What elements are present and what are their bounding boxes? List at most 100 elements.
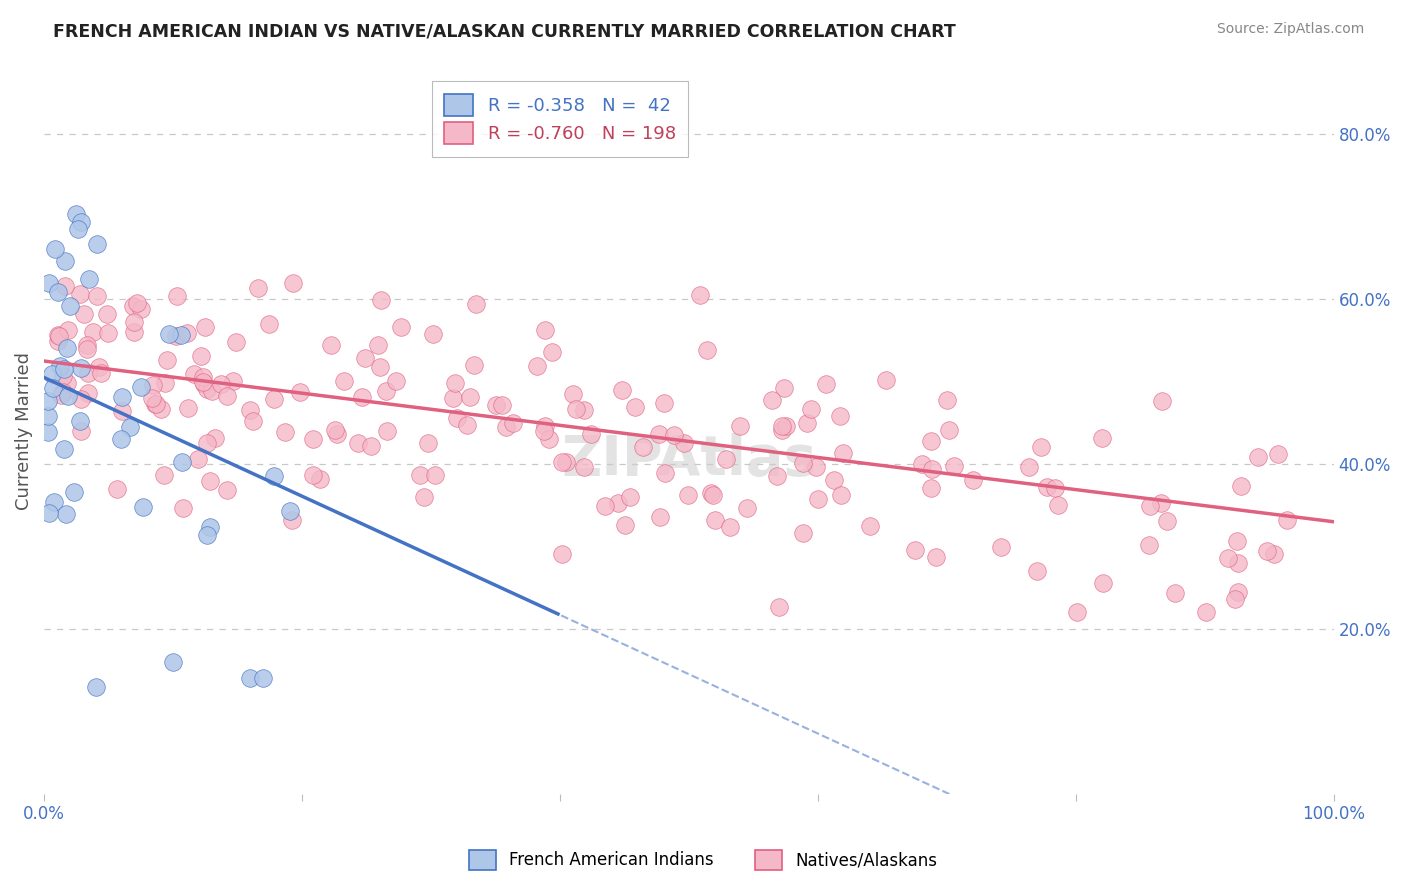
Point: [195, 528, 218, 542]
Point: [239, 671, 262, 685]
Point: [828, 409, 851, 423]
Point: [526, 359, 548, 373]
Point: [491, 398, 513, 412]
Point: [162, 655, 184, 669]
Point: [1139, 538, 1161, 552]
Point: [69, 287, 91, 301]
Point: [76, 366, 98, 380]
Point: [700, 485, 723, 500]
Point: [67, 221, 90, 235]
Point: [807, 491, 830, 506]
Point: [201, 384, 224, 399]
Point: [921, 462, 943, 476]
Point: [69, 360, 91, 375]
Point: [120, 419, 142, 434]
Point: [90, 366, 112, 380]
Point: [652, 396, 675, 410]
Point: [176, 326, 198, 341]
Point: [143, 397, 166, 411]
Point: [631, 440, 654, 454]
Point: [77, 272, 100, 286]
Point: [1226, 556, 1249, 570]
Point: [41, 381, 63, 395]
Point: [1091, 431, 1114, 445]
Point: [278, 503, 301, 517]
Point: [463, 358, 485, 372]
Point: [1229, 479, 1251, 493]
Point: [53, 254, 76, 268]
Point: [761, 392, 783, 407]
Point: [76, 385, 98, 400]
Point: [187, 451, 209, 466]
Point: [65, 207, 87, 221]
Point: [1156, 514, 1178, 528]
Point: [654, 466, 676, 480]
Point: [259, 317, 281, 331]
Point: [714, 452, 737, 467]
Point: [156, 353, 179, 368]
Point: [1256, 543, 1278, 558]
Point: [263, 468, 285, 483]
Point: [37, 409, 59, 423]
Point: [191, 375, 214, 389]
Point: [48, 359, 70, 373]
Point: [610, 383, 633, 397]
Point: [859, 519, 882, 533]
Text: ZIPAtlas: ZIPAtlas: [561, 434, 817, 487]
Point: [242, 414, 264, 428]
Point: [495, 420, 517, 434]
Point: [157, 327, 180, 342]
Point: [152, 468, 174, 483]
Point: [122, 300, 145, 314]
Point: [53, 442, 76, 457]
Point: [195, 382, 218, 396]
Point: [441, 391, 464, 405]
Point: [198, 474, 221, 488]
Point: [46, 334, 69, 348]
Point: [194, 319, 217, 334]
Point: [458, 390, 481, 404]
Point: [574, 403, 596, 417]
Point: [765, 468, 787, 483]
Text: Source: ZipAtlas.com: Source: ZipAtlas.com: [1216, 22, 1364, 37]
Point: [69, 414, 91, 428]
Point: [274, 425, 297, 440]
Point: [97, 326, 120, 341]
Point: [215, 483, 238, 498]
Point: [770, 418, 793, 433]
Point: [353, 351, 375, 365]
Point: [1263, 547, 1285, 561]
Point: [770, 423, 793, 437]
Point: [796, 417, 818, 431]
Point: [565, 402, 588, 417]
Point: [910, 457, 932, 471]
Text: FRENCH AMERICAN INDIAN VS NATIVE/ALASKAN CURRENTLY MARRIED CORRELATION CHART: FRENCH AMERICAN INDIAN VS NATIVE/ALASKAN…: [53, 22, 956, 40]
Point: [423, 467, 446, 482]
Point: [534, 323, 557, 337]
Point: [309, 472, 332, 486]
Legend: French American Indians, Natives/Alaskans: French American Indians, Natives/Alaskan…: [463, 843, 943, 877]
Point: [76, 338, 98, 352]
Point: [664, 428, 686, 442]
Point: [141, 392, 163, 406]
Point: [773, 381, 796, 395]
Point: [246, 281, 269, 295]
Point: [676, 487, 699, 501]
Point: [962, 473, 984, 487]
Point: [938, 423, 960, 437]
Point: [728, 418, 751, 433]
Point: [1029, 440, 1052, 454]
Point: [551, 548, 574, 562]
Point: [70, 425, 93, 439]
Point: [69, 215, 91, 229]
Point: [689, 288, 711, 302]
Point: [48, 329, 70, 343]
Point: [389, 320, 412, 334]
Point: [53, 278, 76, 293]
Point: [561, 386, 583, 401]
Point: [792, 526, 814, 541]
Point: [1026, 564, 1049, 578]
Point: [385, 375, 408, 389]
Point: [323, 423, 346, 437]
Point: [443, 376, 465, 390]
